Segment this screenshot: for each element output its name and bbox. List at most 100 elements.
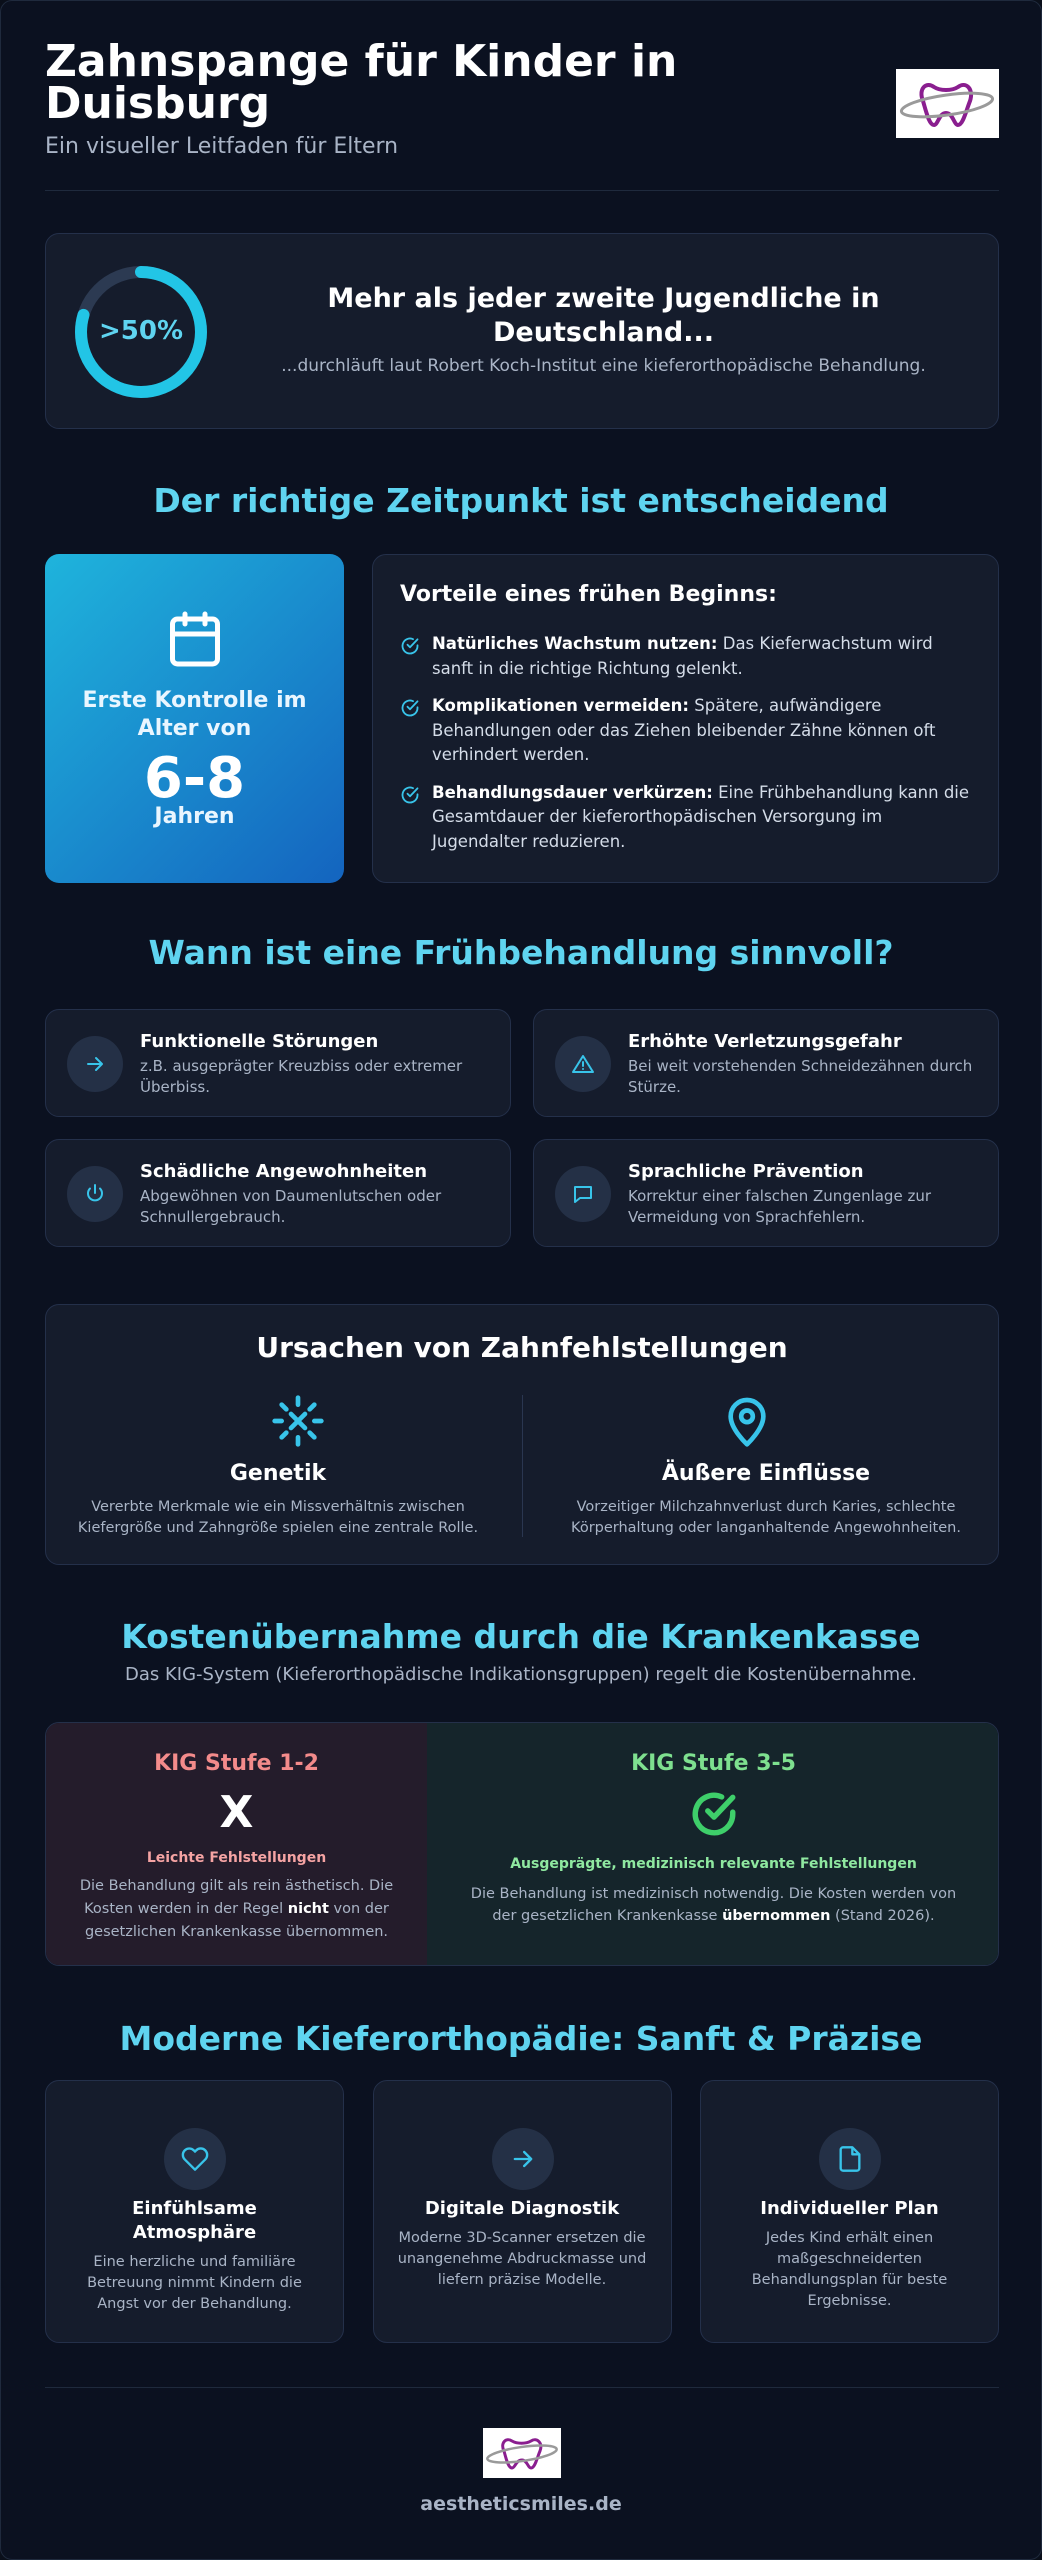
modern-text: Jedes Kind erhält einen maßgeschneiderte… <box>751 2230 948 2309</box>
modern-icon-path <box>839 2146 861 2172</box>
early-title: Erhöhte Verletzungsgefahr <box>628 1031 902 1052</box>
benefit-bold: Komplikationen vermeiden: <box>432 696 690 715</box>
benefits-list: Natürliches Wachstum nutzen: Das Kieferw… <box>400 632 970 867</box>
early-card: Erhöhte Verletzungsgefahr Bei weit vorste… <box>533 1009 999 1117</box>
text-bold: übernommen <box>722 1908 831 1924</box>
early-icon <box>87 1184 103 1202</box>
cause-title: Genetik <box>229 1461 327 1486</box>
kig-title: KIG Stufe 1-2 <box>154 1751 319 1776</box>
footer-site: aestheticsmiles.de <box>420 2493 622 2515</box>
modern-card: Digitale Diagnostik Moderne 3D-Scanner er… <box>372 2080 672 2343</box>
benefit-item: Natürliches Wachstum nutzen: Das Kieferw… <box>400 632 970 681</box>
location-icon <box>728 1397 766 1447</box>
early-icon <box>87 1057 103 1071</box>
age-label: Erste Kontrolle im Alter von <box>82 688 307 741</box>
early-icon-path <box>574 1186 592 1203</box>
divider <box>522 1395 523 1537</box>
cause-text: Vorzeitiger Milchzahnverlust durch Karie… <box>571 1499 961 1536</box>
text: (Stand 2026). <box>830 1908 935 1924</box>
modern-icon-path <box>513 2150 532 2168</box>
icon-circle <box>164 2128 226 2190</box>
title: Zahnspange für Kinder in Duisburg <box>45 36 678 129</box>
benefit-item: Komplikationen vermeiden: Spätere, aufwä… <box>400 694 970 768</box>
modern-text: Eine herzliche und familiäre Betreuung n… <box>87 2254 302 2312</box>
kig-text: Die Behandlung gilt als rein ästhetisch.… <box>71 1875 402 1944</box>
logo <box>896 69 999 138</box>
benefit-text: Spätere, aufwändigere Behandlungen oder … <box>432 696 936 764</box>
modern-icon-path <box>181 2147 209 2171</box>
text: Die Behandlung ist medizinisch notwendig… <box>470 1886 957 1924</box>
benefit-bold: Behandlungsdauer verkürzen: <box>432 782 713 802</box>
text: Die Behandlung gilt als rein ästhetisch.… <box>79 1878 394 1917</box>
footer-logo <box>483 2428 561 2478</box>
check-icon-path <box>401 786 419 803</box>
section-subtitle: Das KIG-System (Kieferorthopädische Indi… <box>125 1664 917 1685</box>
early-title: Sprachliche Prävention <box>628 1161 864 1182</box>
modern-body: Digitale Diagnostik Moderne 3D-Scanner er… <box>396 2197 649 2291</box>
age-card: Erste Kontrolle im Alter von 6-8 Jahren <box>45 554 344 883</box>
benefit-text: Eine Frühbehandlung kann die Gesamtdauer… <box>432 782 970 851</box>
benefits-card: Vorteile eines frühen Beginns: Natürlich… <box>372 554 999 883</box>
modern-title: Individueller Plan <box>760 2198 939 2219</box>
early-icon-path <box>87 1057 103 1071</box>
early-icon-path <box>572 1055 594 1073</box>
cause-title: Äußere Einflüsse <box>661 1461 871 1486</box>
early-icon <box>574 1186 592 1203</box>
early-title: Funktionelle Störungen <box>140 1031 379 1052</box>
causes-title: Ursachen von Zahnfehlstellungen <box>256 1331 788 1364</box>
divider <box>45 190 999 191</box>
age-unit: Jahren <box>154 804 235 829</box>
early-card: Funktionelle Störungen z.B. ausgeprägter … <box>45 1009 511 1117</box>
section-heading: Kostenübernahme durch die Krankenkasse <box>121 1617 921 1656</box>
check-icon-path <box>401 699 419 717</box>
check-icon <box>401 699 419 717</box>
modern-title: Digitale Diagnostik <box>424 2198 620 2219</box>
section-heading: Der richtige Zeitpunkt ist entscheidend <box>153 481 889 520</box>
progress-ring <box>75 266 207 398</box>
check-icon <box>401 637 419 655</box>
modern-body: Individueller Plan Jedes Kind erhält eine… <box>723 2197 976 2312</box>
kig-text: Die Behandlung ist medizinisch notwendig… <box>462 1883 965 1927</box>
kig-label: Leichte Fehlstellungen <box>146 1850 327 1866</box>
check-icon-path <box>401 637 419 655</box>
stat-text: ...durchläuft laut Robert Koch-Institut … <box>281 356 926 376</box>
cause-text: Vererbte Merkmale wie ein Missverhältnis… <box>77 1499 479 1536</box>
early-text: Bei weit vorstehenden Schneidezähnen dur… <box>628 1057 973 1096</box>
early-card: Sprachliche Prävention Korrektur einer fa… <box>533 1139 999 1247</box>
age-value: 6-8 <box>143 746 246 811</box>
genetics-icon <box>272 1395 324 1447</box>
modern-card: Individueller Plan Jedes Kind erhält eine… <box>700 2080 999 2343</box>
kig-title: KIG Stufe 3-5 <box>631 1751 796 1776</box>
early-text: z.B. ausgeprägter Kreuzbiss oder extreme… <box>140 1057 463 1096</box>
modern-body: Einfühlsame Atmosphäre Eine herzliche und… <box>68 2197 321 2315</box>
icon-circle <box>819 2128 881 2190</box>
early-text: Korrektur einer falschen Zungenlage zur … <box>628 1187 931 1226</box>
benefit-text: Das Kieferwachstum wird sanft in die ric… <box>432 634 933 678</box>
subtitle: Ein visueller Leitfaden für Eltern <box>45 134 399 159</box>
stat-card: >50% Mehr als jeder zweite Jugendliche i… <box>45 233 999 429</box>
check-icon <box>692 1792 736 1836</box>
benefit-bold: Natürliches Wachstum nutzen: <box>432 634 718 653</box>
stat-value: >50% <box>98 316 184 346</box>
early-icon-path <box>87 1184 103 1202</box>
modern-icon <box>839 2146 861 2172</box>
text-bold: nicht <box>287 1901 329 1917</box>
divider <box>45 2387 999 2388</box>
kig-card: KIG Stufe 1-2 X Leichte Fehlstellungen D… <box>45 1722 999 1966</box>
benefit-item: Behandlungsdauer verkürzen: Eine Frühbeh… <box>400 781 970 855</box>
modern-title: Einfühlsame Atmosphäre <box>132 2198 257 2243</box>
calendar-icon <box>170 611 220 667</box>
early-title: Schädliche Angewohnheiten <box>140 1161 428 1182</box>
kig-symbol: X <box>219 1787 254 1838</box>
benefits-title: Vorteile eines frühen Beginns: <box>400 582 777 607</box>
early-icon <box>572 1055 594 1073</box>
modern-icon <box>513 2150 532 2168</box>
section-heading: Moderne Kieferorthopädie: Sanft & Präzis… <box>119 2019 923 2058</box>
kig-label: Ausgeprägte, medizinisch relevante Fehls… <box>510 1856 917 1872</box>
section-heading: Wann ist eine Frühbehandlung sinnvoll? <box>148 933 894 972</box>
kig-low: KIG Stufe 1-2 X Leichte Fehlstellungen D… <box>46 1723 427 1965</box>
early-card: Schädliche Angewohnheiten Abgewöhnen von … <box>45 1139 511 1247</box>
stat-heading: Mehr als jeder zweite Jugendliche in Deu… <box>327 283 880 348</box>
check-icon <box>401 786 419 803</box>
